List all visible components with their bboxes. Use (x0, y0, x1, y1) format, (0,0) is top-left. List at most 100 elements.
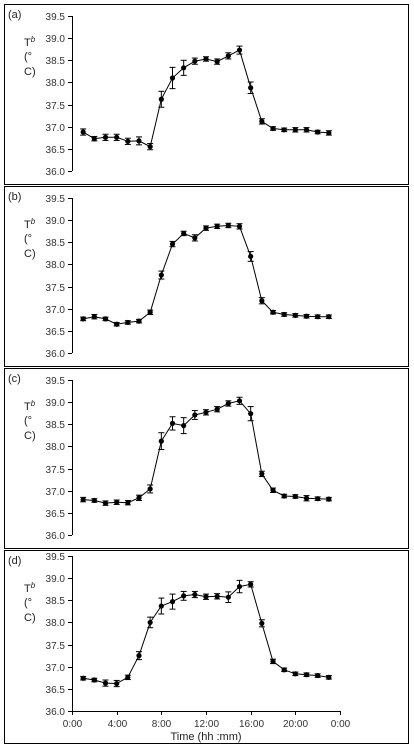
y-axis-unit-line2: C) (24, 248, 36, 260)
data-point (102, 134, 109, 140)
data-point (236, 47, 243, 53)
data-point (158, 96, 164, 102)
data-point (147, 309, 153, 315)
data-series (80, 222, 332, 327)
data-point (281, 493, 287, 499)
data-point (292, 671, 298, 677)
data-point (102, 680, 109, 686)
y-axis-unit-line2: C) (24, 66, 36, 78)
x-tick-label: 20:00 (283, 719, 308, 730)
data-point (303, 127, 310, 133)
y-tick-label: 38.5 (46, 596, 66, 607)
data-point (181, 423, 187, 429)
data-point (147, 619, 153, 626)
y-axis-label-main: T (24, 583, 31, 595)
data-point (303, 495, 310, 501)
data-point (203, 225, 209, 231)
data-series (80, 396, 332, 506)
data-point (248, 253, 254, 260)
data-point (158, 438, 164, 444)
y-axis-unit-line1: (° (24, 233, 32, 245)
data-point (169, 599, 176, 605)
data-point (114, 499, 120, 505)
y-tick-label: 38.0 (46, 260, 66, 271)
data-point (203, 409, 209, 415)
data-point (259, 620, 265, 626)
data-point (114, 134, 120, 140)
y-tick-label: 37.5 (46, 283, 66, 294)
y-axis-label: Tb (24, 217, 36, 231)
data-point (147, 144, 153, 150)
data-point (281, 127, 287, 133)
data-point (303, 672, 310, 678)
data-point (248, 85, 254, 91)
y-axis-label: Tb (24, 581, 36, 595)
y-tick-label: 39.5 (46, 12, 66, 23)
data-point (225, 400, 231, 407)
y-axis-label: Tb (24, 35, 36, 49)
chart-panel-2: (b) Tb (° C) 36.0 36.5 37.0 37.5 38.0 38.5 39.0 39.… (4, 186, 409, 367)
data-point (192, 235, 198, 241)
data-point (80, 496, 86, 503)
y-tick-label: 39.0 (46, 398, 66, 409)
y-axis-unit-line2: C) (24, 612, 36, 624)
x-axis-label: Time (hh :mm) (170, 731, 241, 743)
data-point (125, 138, 131, 144)
data-point (214, 59, 220, 65)
data-point (292, 127, 298, 133)
panel-label: (b) (8, 191, 21, 203)
data-point (281, 311, 287, 318)
y-tick-label: 37.5 (46, 101, 66, 112)
x-tick-label: 0:00 (331, 719, 351, 730)
data-point (315, 129, 321, 135)
y-axis-label-main: T (24, 219, 31, 231)
y-tick-label: 39.5 (46, 552, 66, 563)
data-point (248, 411, 254, 417)
data-point (225, 594, 231, 600)
y-tick-label: 39.0 (46, 216, 66, 227)
data-series (80, 45, 332, 151)
x-tick-label: 16:00 (239, 719, 264, 730)
y-tick-label: 37.5 (46, 641, 66, 652)
y-tick-label: 37.0 (46, 663, 66, 674)
data-point (248, 581, 254, 587)
y-tick-label: 36.0 (46, 707, 66, 718)
y-tick-label: 39.0 (46, 34, 66, 45)
data-point (80, 129, 86, 135)
panel-label: (c) (8, 373, 21, 385)
y-tick-label: 38.0 (46, 618, 66, 629)
data-point (303, 313, 310, 319)
data-point (236, 223, 243, 229)
data-point (80, 316, 86, 322)
y-axis-label-main: T (24, 401, 31, 413)
data-point (91, 314, 97, 320)
data-point (236, 398, 243, 404)
data-point (136, 318, 142, 324)
data-point (102, 316, 109, 322)
x-tick-label: 4:00 (108, 719, 128, 730)
panel-frame (4, 368, 409, 549)
y-tick-label: 37.0 (46, 123, 66, 134)
x-tick-label: 8:00 (152, 719, 172, 730)
panel-frame (4, 4, 409, 185)
data-point (270, 658, 276, 665)
data-point (214, 593, 220, 599)
y-tick-label: 38.5 (46, 238, 66, 249)
data-point (192, 58, 198, 64)
y-axis-label-subscript: b (31, 217, 36, 226)
y-tick-label: 37.5 (46, 465, 66, 476)
data-point (91, 497, 97, 504)
y-tick-label: 38.5 (46, 56, 66, 67)
data-point (270, 309, 276, 315)
data-point (181, 65, 187, 71)
data-point (114, 680, 120, 687)
data-point (203, 594, 209, 600)
data-point (292, 312, 298, 318)
data-point (326, 130, 332, 136)
data-point (80, 675, 86, 681)
y-tick-label: 36.5 (46, 327, 66, 338)
chart-panel-3: (c) Tb (° C) 36.0 36.5 37.0 37.5 38.0 38.5 39.0 39.… (4, 368, 409, 549)
data-point (136, 653, 142, 659)
data-point (225, 53, 231, 59)
